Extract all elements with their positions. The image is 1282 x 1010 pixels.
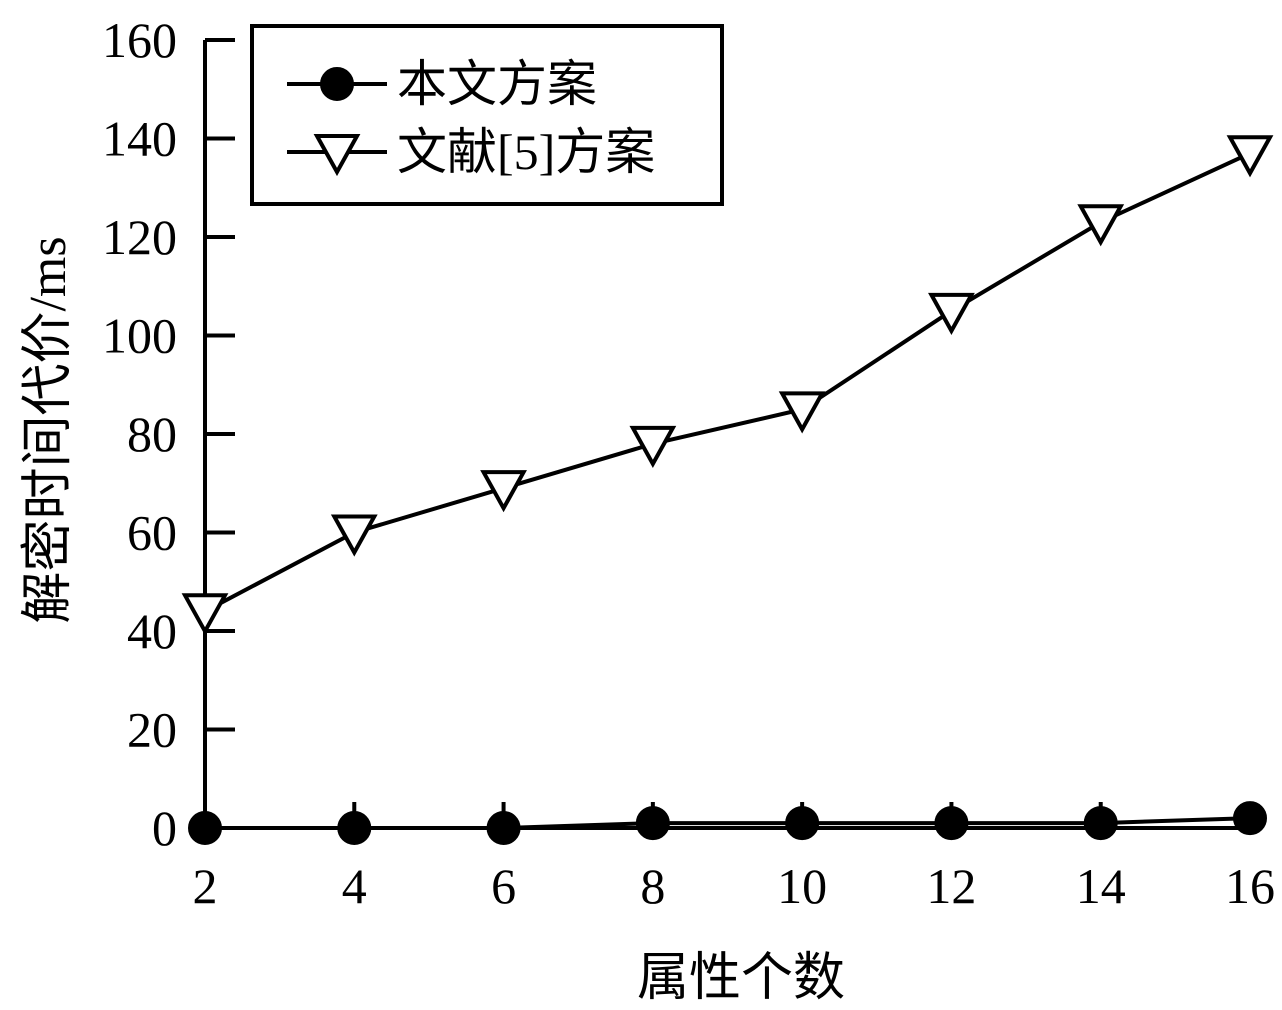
data-point [188, 811, 222, 845]
y-tick-label: 140 [102, 111, 177, 167]
data-point [1083, 806, 1118, 841]
x-tick-label: 10 [777, 858, 827, 914]
y-tick-label: 40 [127, 603, 177, 659]
y-tick-label: 120 [102, 209, 177, 265]
data-point [486, 811, 521, 845]
legend-marker [320, 67, 354, 101]
y-tick-label: 100 [102, 308, 177, 364]
legend-label: 文献[5]方案 [397, 124, 655, 180]
data-point [635, 806, 670, 841]
y-axis-title: 解密时间代价/ms [20, 236, 77, 623]
x-tick-label: 4 [342, 858, 367, 914]
x-tick-label: 12 [926, 858, 976, 914]
legend-box [250, 24, 724, 206]
y-tick-label: 0 [152, 800, 177, 856]
data-point [330, 514, 378, 557]
data-point [480, 470, 527, 513]
x-tick-label: 14 [1076, 858, 1126, 914]
data-point [928, 292, 975, 335]
series-line [204, 151, 1251, 614]
y-tick-label: 160 [102, 12, 177, 68]
data-point [337, 811, 372, 845]
legend-label: 本文方案 [397, 56, 597, 112]
data-point [1077, 204, 1125, 247]
axes: 0 20 40 60 80 100 120 140 160 2 4 6 8 10 12 14 16 [102, 12, 1275, 914]
series-1 [181, 135, 1274, 636]
y-tick-label: 20 [127, 702, 177, 758]
data-point [1233, 801, 1267, 836]
x-tick-label: 16 [1225, 858, 1275, 914]
data-point [181, 593, 229, 636]
series-layer [181, 135, 1274, 845]
y-tick-label: 60 [127, 505, 177, 561]
x-axis-title: 属性个数 [637, 950, 845, 1007]
series-line [205, 816, 1251, 830]
data-point [778, 391, 826, 434]
data-point [785, 806, 820, 841]
x-tick-label: 2 [193, 858, 218, 914]
data-point [934, 806, 969, 841]
data-point [629, 425, 677, 468]
data-point [1226, 135, 1274, 178]
y-tick-label: 80 [127, 406, 177, 462]
x-tick-label: 6 [491, 858, 516, 914]
x-tick-label: 8 [640, 858, 665, 914]
series-0 [188, 801, 1267, 845]
legend-marker [313, 134, 361, 177]
